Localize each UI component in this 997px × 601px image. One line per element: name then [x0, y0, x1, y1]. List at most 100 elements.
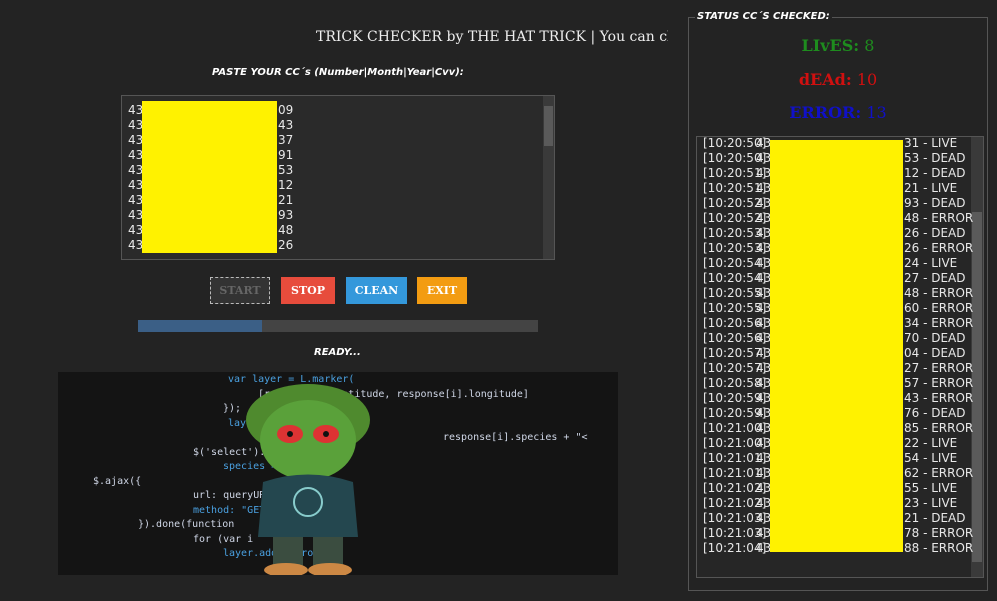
- stop-button[interactable]: STOP: [281, 277, 335, 304]
- log-time: [10:20:53]: [703, 241, 767, 255]
- log-end: 26 - DEAD: [904, 226, 966, 240]
- cc-end: 21: [278, 193, 294, 207]
- cc-start: 43: [128, 103, 144, 117]
- log-start: 43: [756, 466, 772, 480]
- log-start: 43: [756, 166, 772, 180]
- marquee: TRICK CHECKER by THE HAT TRICK | You can…: [316, 29, 668, 45]
- log-time: [10:20:50]: [703, 151, 767, 165]
- cc-end: 37: [278, 133, 294, 147]
- log-time: [10:20:51]: [703, 181, 767, 195]
- cc-end: 09: [278, 103, 294, 117]
- log-time: [10:21:02]: [703, 496, 767, 510]
- log-time: [10:20:56]: [703, 331, 767, 345]
- code-line: var layer = L.marker(: [228, 374, 355, 385]
- log-start: 43: [756, 151, 772, 165]
- log-time: [10:21:01]: [703, 451, 767, 465]
- code-line: species =: [223, 461, 278, 472]
- log-time: [10:20:58]: [703, 376, 767, 390]
- log-end: 31 - LIVE: [904, 136, 958, 150]
- log-time: [10:21:04]: [703, 541, 767, 555]
- log-end: 53 - DEAD: [904, 151, 966, 165]
- log-end: 04 - DEAD: [904, 346, 966, 360]
- progress-fill: [138, 320, 262, 332]
- log-start: 43: [756, 256, 772, 270]
- log-start: 43: [756, 286, 772, 300]
- log-end: 57 - ERROR: [904, 376, 974, 390]
- log-start: 43: [756, 361, 772, 375]
- lives-label: LIvES:: [801, 36, 860, 55]
- log-start: 43: [756, 316, 772, 330]
- scroll-thumb[interactable]: [544, 106, 553, 146]
- status-text: READY...: [314, 347, 361, 358]
- exit-button[interactable]: EXIT: [417, 277, 467, 304]
- log-start: 43: [756, 421, 772, 435]
- cc-end: 91: [278, 148, 294, 162]
- code-line: }).done(function: [138, 519, 235, 530]
- log-start: 43: [756, 331, 772, 345]
- code-line: for (var i: [193, 533, 254, 545]
- character-art: [246, 384, 370, 575]
- log-start: 43: [756, 451, 772, 465]
- log-end: 62 - ERROR: [904, 466, 974, 480]
- cc-start: 43: [128, 223, 144, 237]
- log-end: 93 - DEAD: [904, 196, 966, 210]
- code-line: });: [223, 403, 242, 414]
- cc-end: 43: [278, 118, 294, 132]
- code-line: $.ajax({: [93, 475, 142, 487]
- log-end: 54 - LIVE: [904, 451, 958, 465]
- log-time: [10:21:02]: [703, 481, 767, 495]
- start-button[interactable]: START: [210, 277, 270, 304]
- cc-end: 12: [278, 178, 294, 192]
- log-time: [10:21:00]: [703, 421, 767, 435]
- log-end: 26 - ERROR: [904, 241, 974, 255]
- marquee-clip: TRICK CHECKER by THE HAT TRICK | You can…: [300, 27, 668, 51]
- log-start: 43: [756, 181, 772, 195]
- log-start: 43: [756, 346, 772, 360]
- code-line: $('select').change: [193, 446, 302, 458]
- cc-start: 43: [128, 133, 144, 147]
- cc-end: 53: [278, 163, 294, 177]
- log-time: [10:20:50]: [703, 136, 767, 150]
- log-end: 22 - LIVE: [904, 436, 958, 450]
- dead-count: 10: [856, 70, 878, 89]
- cc-start: 43: [128, 208, 144, 222]
- log-end: 21 - LIVE: [904, 181, 958, 195]
- scroll-thumb[interactable]: [972, 212, 982, 562]
- log-end: 60 - ERROR: [904, 301, 974, 315]
- status-title: STATUS CC´S CHECKED:: [695, 11, 832, 22]
- code-line: response[i].species + "<: [443, 432, 588, 443]
- log-time: [10:21:03]: [703, 511, 767, 525]
- log-time: [10:20:52]: [703, 196, 767, 210]
- cc-start: 43: [128, 238, 144, 252]
- log-start: 43: [756, 436, 772, 450]
- cc-start: 43: [128, 178, 144, 192]
- log-start: 43: [756, 196, 772, 210]
- scrollbar[interactable]: [971, 137, 983, 577]
- log-start: 43: [756, 241, 772, 255]
- cc-start: 43: [128, 193, 144, 207]
- scrollbar[interactable]: [543, 96, 554, 259]
- log-start: 43: [756, 526, 772, 540]
- clean-button[interactable]: CLEAN: [346, 277, 407, 304]
- log-end: 21 - DEAD: [904, 511, 966, 525]
- log-start: 43: [756, 136, 772, 150]
- log-start: 43: [756, 271, 772, 285]
- cc-end: 48: [278, 223, 294, 237]
- log-time: [10:20:55]: [703, 286, 767, 300]
- code-line: layer: [228, 417, 259, 429]
- log-time: [10:20:54]: [703, 271, 767, 285]
- log-time: [10:20:51]: [703, 166, 767, 180]
- cc-start: 43: [128, 118, 144, 132]
- log-end: 70 - DEAD: [904, 331, 966, 345]
- log-end: 12 - DEAD: [904, 166, 966, 180]
- code-line: [response[i].latitude, response[i].longi…: [258, 388, 529, 400]
- log-end: 24 - LIVE: [904, 256, 958, 270]
- log-start: 43: [756, 301, 772, 315]
- log-time: [10:20:59]: [703, 406, 767, 420]
- log-end: 88 - ERROR: [904, 541, 974, 555]
- log-time: [10:20:53]: [703, 226, 767, 240]
- log-time: [10:20:52]: [703, 211, 767, 225]
- cc-end: 26: [278, 238, 294, 252]
- code-line: url: queryURL,: [193, 490, 278, 501]
